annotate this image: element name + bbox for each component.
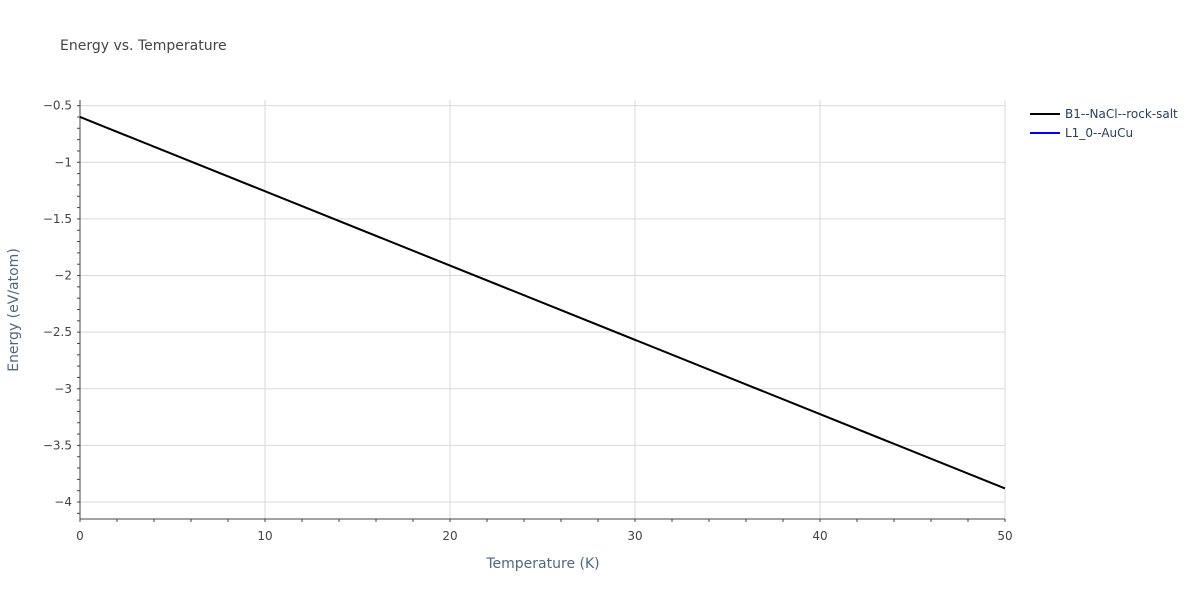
- x-tick-label: 50: [997, 529, 1012, 543]
- x-tick-label: 20: [442, 529, 457, 543]
- y-gridlines: [80, 105, 1005, 503]
- y-tick-label: −1.5: [43, 212, 72, 226]
- y-tick-label: −3: [54, 382, 72, 396]
- x-axis-title: Temperature (K): [485, 556, 599, 572]
- legend-label: L1_0--AuCu: [1065, 126, 1133, 140]
- y-tick-label: −2.5: [43, 325, 72, 339]
- x-gridlines: [264, 100, 1006, 519]
- series-lines: [79, 116, 1006, 490]
- x-tick-label: 0: [76, 529, 84, 543]
- x-tick-label: 30: [627, 529, 642, 543]
- legend[interactable]: B1--NaCl--rock-salt L1_0--AuCu: [1030, 107, 1178, 140]
- legend-label: B1--NaCl--rock-salt: [1065, 107, 1178, 121]
- y-tick-label: −3.5: [43, 438, 72, 452]
- y-tick-label: −1: [54, 155, 72, 169]
- minor-ticks: [77, 105, 1006, 522]
- y-tick-label: −2: [54, 269, 72, 283]
- chart-title: Energy vs. Temperature: [60, 38, 227, 54]
- y-tick-label: −0.5: [43, 99, 72, 113]
- x-tick-labels: 0 10 20 30 40 50: [76, 529, 1012, 543]
- legend-item[interactable]: B1--NaCl--rock-salt: [1030, 107, 1178, 121]
- axes: [79, 100, 1005, 520]
- y-axis-title: Energy (eV/atom): [6, 248, 22, 372]
- legend-item[interactable]: L1_0--AuCu: [1030, 126, 1133, 140]
- x-tick-label: 10: [257, 529, 272, 543]
- y-tick-labels: −0.5 −1 −1.5 −2 −2.5 −3 −3.5 −4: [43, 99, 72, 509]
- x-tick-label: 40: [812, 529, 827, 543]
- series-line: [79, 116, 1006, 490]
- y-tick-label: −4: [54, 495, 72, 509]
